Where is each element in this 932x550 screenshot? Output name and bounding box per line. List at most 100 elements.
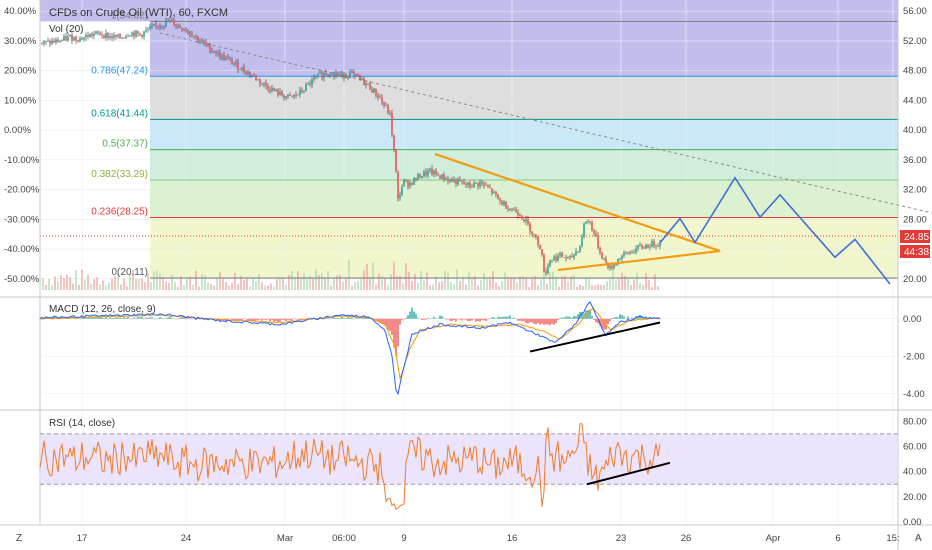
zoom-button[interactable]: Z (16, 533, 22, 544)
volume-bar (531, 278, 533, 290)
volume-bar (228, 285, 230, 290)
macd-hist-bar (573, 315, 575, 319)
volume-bar (369, 277, 371, 290)
candle-body (85, 35, 87, 38)
volume-bar (606, 281, 608, 290)
symbol-title[interactable]: CFDs on Crude Oil (WTI), 60, FXCM (49, 7, 228, 19)
macd-hist-bar (379, 318, 381, 323)
macd-hist-bar (343, 317, 345, 319)
volume-bar (645, 273, 647, 290)
volume-bar (519, 276, 521, 290)
fib-band-0 (150, 21, 898, 77)
left-axis-tick: 40.00% (4, 6, 37, 17)
candle-body (189, 31, 191, 34)
macd-hist-bar (477, 318, 479, 322)
volume-bar (312, 279, 314, 290)
macd-hist-bar (123, 316, 125, 319)
left-percent-axis[interactable]: 40.00% 30.00% 20.00% 10.00% 0.00% -10.00% -20.… (4, 6, 40, 285)
macd-label[interactable]: MACD (12, 26, close, 9) (49, 304, 156, 315)
candle-body (67, 36, 69, 41)
candle-body (593, 230, 595, 234)
triangle-upper-edge[interactable] (434, 153, 721, 252)
rsi-trendline[interactable] (586, 461, 671, 486)
volume-bar (432, 284, 434, 290)
macd-trendline[interactable] (529, 321, 661, 353)
macd-hist-bar (585, 310, 587, 319)
volume-bar (105, 285, 107, 290)
macd-hist-bar (461, 318, 463, 321)
rsi-axis[interactable]: 80.00 60.00 40.00 20.00 0.00 (903, 416, 927, 528)
macd-hist-bar (79, 318, 81, 320)
fibonacci-retracement[interactable] (40, 0, 898, 279)
candle-body (401, 186, 403, 195)
candle-body (267, 85, 269, 90)
macd-hist-bar (621, 315, 623, 319)
candle-body (383, 101, 385, 106)
macd-hist-bar (655, 318, 657, 320)
volume-bar (447, 272, 449, 290)
volume-bar (351, 286, 353, 290)
volume-bar (372, 261, 374, 290)
candle-body (327, 74, 329, 76)
volume-label[interactable]: Vol (20) (49, 24, 83, 35)
rsi-label[interactable]: RSI (14, close) (49, 418, 115, 429)
candle-body (507, 208, 509, 210)
volume-bar (84, 279, 86, 290)
volume-bar (150, 282, 152, 290)
right-axis-tick: 36.00 (903, 155, 927, 166)
candle-body (523, 219, 525, 222)
candle-body (101, 34, 103, 36)
candle-body (421, 175, 423, 178)
volume-bar (231, 282, 233, 290)
macd-hist-bar (559, 318, 561, 319)
macd-hist-bar (265, 318, 267, 321)
candle-body (205, 42, 207, 45)
macd-hist-bar (483, 318, 485, 321)
volume-bar (471, 277, 473, 290)
candle-body (511, 209, 513, 210)
candle-body (601, 252, 603, 259)
candle-body (191, 33, 193, 37)
macd-hist-bar (595, 318, 597, 323)
auto-scale-button[interactable]: A (915, 533, 922, 544)
volume-bar (354, 281, 356, 290)
candle-body (451, 178, 453, 182)
time-axis-tick: 23 (616, 533, 627, 544)
volume-bar (54, 276, 56, 290)
fib-label-6: 0(20.11) (111, 267, 148, 278)
candle-body (369, 83, 371, 90)
macd-hist-bar (241, 318, 243, 321)
candle-body (129, 35, 131, 37)
macd-hist-bar (613, 317, 615, 319)
volume-bar (177, 286, 179, 290)
macd-hist-bar (285, 318, 287, 322)
macd-hist-bar (567, 316, 569, 319)
candle-body (431, 168, 433, 175)
candle-body (91, 33, 93, 36)
macd-hist-bar (525, 318, 527, 324)
candle-body (655, 246, 657, 248)
macd-hist-bar (359, 318, 361, 319)
time-axis[interactable]: 17 24 Mar 06:00 9 16 23 26 Apr 6 15: (77, 533, 900, 544)
volume-bar (102, 280, 104, 290)
triangle-lower-edge[interactable] (557, 250, 721, 271)
volume-bar (78, 284, 80, 290)
volume-bar (267, 285, 269, 290)
candle-body (135, 31, 137, 37)
macd-hist-bar (341, 316, 343, 319)
projection-path[interactable] (659, 176, 891, 285)
dashed-trendline[interactable] (159, 32, 932, 214)
candle-body (119, 34, 121, 39)
volume-bar (522, 276, 524, 290)
macd-axis[interactable]: 0.00 -2.00 -4.00 (903, 314, 925, 400)
candle-body (539, 244, 541, 250)
volume-bar (474, 276, 476, 290)
volume-bar (429, 285, 431, 290)
candle-body (501, 201, 503, 205)
candle-body (183, 30, 185, 32)
macd-hist-bar (463, 318, 465, 320)
volume-bar (378, 273, 380, 290)
candle-body (417, 173, 419, 180)
volume-bar (435, 276, 437, 290)
